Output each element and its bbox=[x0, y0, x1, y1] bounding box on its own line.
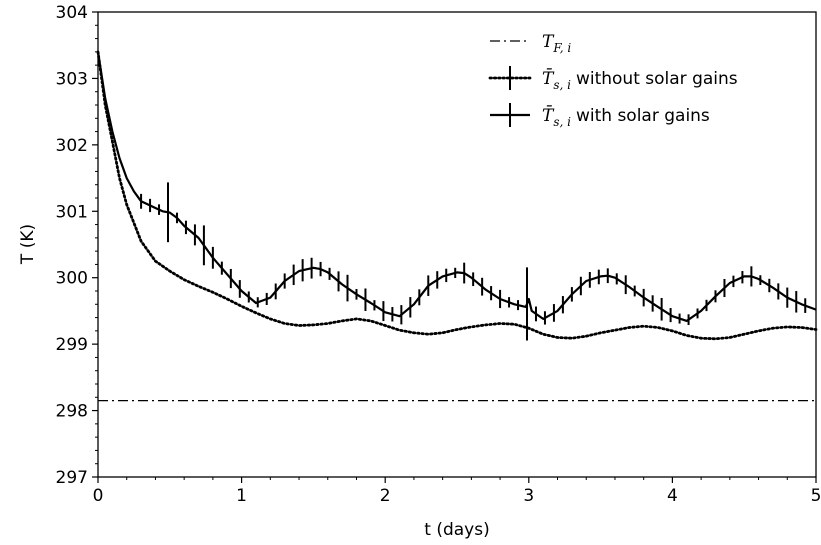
y-tick-label: 301 bbox=[56, 202, 88, 222]
legend-label: T̄s, i without solar gains bbox=[542, 67, 738, 92]
plot-area bbox=[96, 11, 818, 478]
y-tick-label: 297 bbox=[56, 468, 88, 488]
y-tick-label: 303 bbox=[56, 69, 88, 89]
y-tick-label: 302 bbox=[56, 136, 88, 156]
y-tick-label: 299 bbox=[56, 335, 88, 355]
x-tick-label: 4 bbox=[667, 486, 678, 506]
y-axis-label: T (K) bbox=[18, 224, 38, 265]
legend-suffix: with solar gains bbox=[576, 106, 710, 126]
legend-entry: T̄s, i without solar gains bbox=[488, 66, 738, 92]
legend-symbol: T̄ bbox=[542, 67, 555, 89]
series-layer bbox=[96, 50, 818, 402]
x-axis-label: t (days) bbox=[424, 520, 489, 540]
x-tick-label: 3 bbox=[523, 486, 534, 506]
legend-subscript: s, i bbox=[553, 78, 571, 92]
legend-subscript: F, i bbox=[552, 41, 571, 55]
x-tick-label: 5 bbox=[811, 486, 821, 506]
legend-symbol: T̄ bbox=[542, 104, 555, 126]
legend-symbol: T bbox=[542, 32, 555, 52]
y-tick-label: 300 bbox=[56, 269, 88, 289]
y-tick-label: 304 bbox=[56, 3, 88, 23]
legend-label: T̄s, i with solar gains bbox=[542, 104, 710, 129]
x-tick-label: 1 bbox=[236, 486, 247, 506]
legend-entry: TF, i bbox=[490, 32, 571, 55]
series-2 bbox=[96, 51, 817, 341]
series-1 bbox=[96, 50, 818, 341]
legend-entry: T̄s, i with solar gains bbox=[490, 103, 710, 129]
legend-suffix: without solar gains bbox=[576, 69, 738, 89]
x-tick-label: 2 bbox=[380, 486, 391, 506]
ticks-layer: 0 1 2 3 4 5 297 298 299 300 301 302 303 304 bbox=[56, 3, 821, 506]
y-tick-label: 298 bbox=[56, 402, 88, 422]
series-line bbox=[96, 50, 818, 341]
legend-subscript: s, i bbox=[553, 115, 571, 129]
x-tick-label: 0 bbox=[93, 486, 104, 506]
legend-label: TF, i bbox=[542, 32, 571, 55]
series-line bbox=[96, 51, 817, 322]
plot-frame bbox=[97, 11, 817, 478]
